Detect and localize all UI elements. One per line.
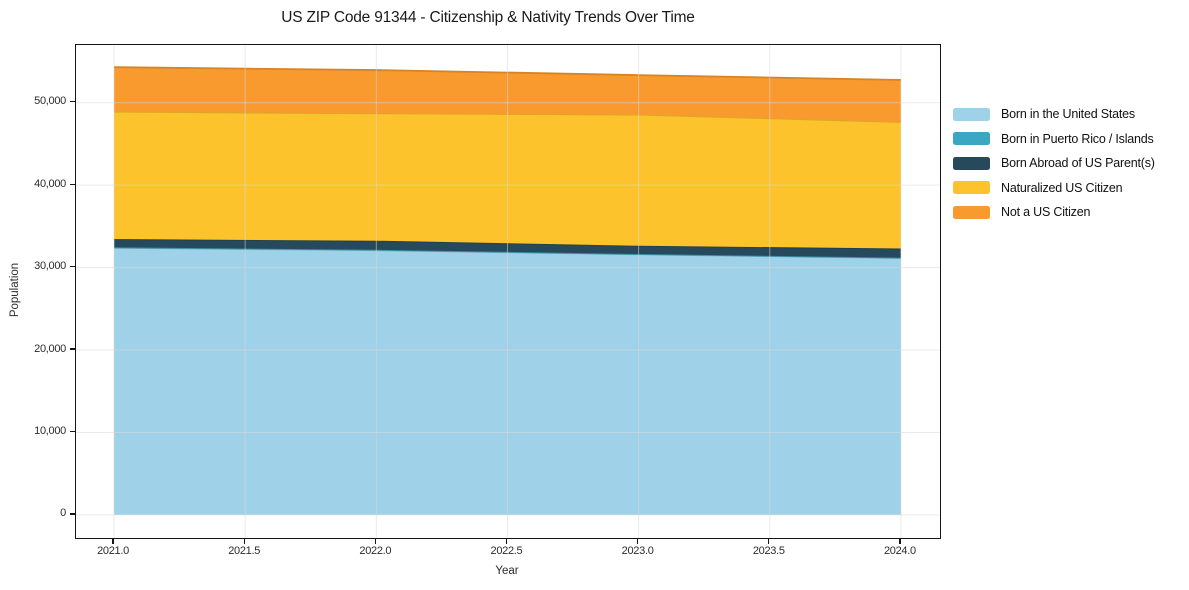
x-tick-mark (768, 538, 770, 544)
x-tick-mark (899, 538, 901, 544)
x-tick-mark (112, 538, 114, 544)
x-tick-label: 2023.5 (752, 545, 785, 557)
chart-title: US ZIP Code 91344 - Citizenship & Nativi… (281, 9, 695, 26)
x-tick-label: 2022.5 (490, 545, 523, 557)
legend-label: Born Abroad of US Parent(s) (1001, 156, 1155, 171)
legend-swatch-icon (953, 205, 990, 219)
x-axis-label: Year (495, 565, 519, 577)
y-tick-mark (70, 348, 75, 350)
y-tick-mark (70, 101, 75, 103)
y-tick-label: 0 (60, 507, 66, 520)
x-tick-mark (243, 538, 245, 544)
legend-item-1: Born in Puerto Rico / Islands (953, 127, 1155, 152)
legend-item-4: Not a US Citizen (953, 200, 1155, 225)
legend-swatch-icon (953, 132, 990, 146)
legend-item-3: Naturalized US Citizen (953, 176, 1155, 201)
x-tick-label: 2022.0 (359, 545, 392, 557)
y-tick-mark (70, 513, 75, 515)
legend-label: Born in the United States (1001, 107, 1135, 122)
y-tick-label: 20,000 (34, 342, 66, 355)
legend-swatch-icon (953, 156, 990, 170)
legend-swatch-icon (953, 107, 990, 121)
y-tick-label: 50,000 (34, 95, 66, 108)
y-tick-mark (70, 430, 75, 433)
x-tick-label: 2021.5 (228, 545, 261, 557)
x-tick-mark (505, 538, 508, 544)
plot-area (75, 44, 941, 539)
x-tick-mark (374, 538, 376, 544)
legend: Born in the United States Born in Puerto … (953, 102, 1155, 225)
legend-item-2: Born Abroad of US Parent(s) (953, 151, 1155, 176)
x-tick-mark (637, 538, 639, 544)
legend-label: Not a US Citizen (1001, 205, 1091, 220)
stacked-area-chart (76, 45, 940, 538)
legend-label: Born in Puerto Rico / Islands (1001, 131, 1154, 146)
x-tick-label: 2023.0 (621, 545, 654, 557)
y-tick-label: 10,000 (34, 424, 66, 437)
y-tick-mark (70, 183, 75, 185)
y-tick-label: 40,000 (34, 177, 66, 190)
legend-swatch-icon (953, 181, 990, 195)
legend-label: Naturalized US Citizen (1001, 180, 1123, 195)
y-tick-label: 30,000 (34, 260, 66, 273)
x-tick-label: 2024.0 (883, 545, 916, 557)
legend-item-0: Born in the United States (953, 102, 1155, 127)
x-tick-label: 2021.0 (97, 545, 129, 557)
y-tick-mark (70, 265, 75, 268)
